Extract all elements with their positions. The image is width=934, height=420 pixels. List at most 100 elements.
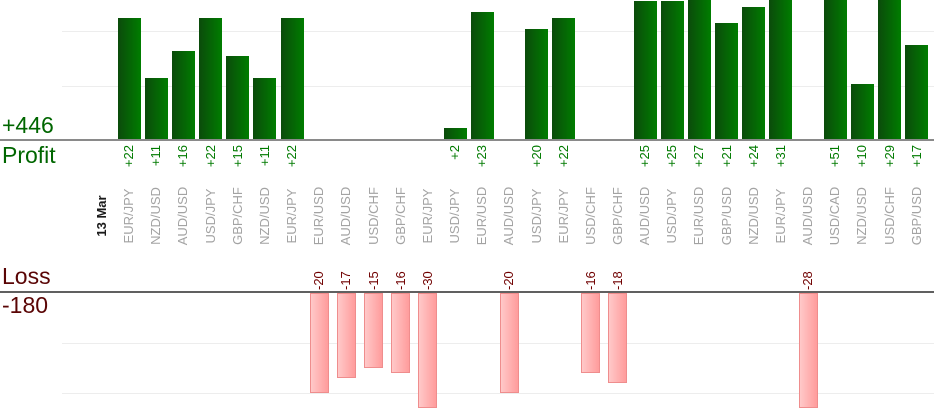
- loss-total: -180: [2, 292, 49, 318]
- loss-bar: [391, 293, 410, 373]
- profit-bar: [253, 78, 276, 139]
- pair-label: EUR/USD: [311, 186, 326, 246]
- loss-bar: [364, 293, 383, 368]
- profit-bar: [281, 18, 304, 139]
- pair-label: GBP/USD: [719, 186, 734, 246]
- pair-label: USD/JPY: [447, 188, 462, 244]
- pair-label: AUD/USD: [175, 186, 190, 246]
- loss-value-label: -16: [583, 271, 598, 290]
- pair-label: GBP/CHF: [393, 187, 408, 245]
- pair-label: AUD/USD: [338, 186, 353, 246]
- profit-value-label: +16: [175, 145, 190, 168]
- profit-baseline: [0, 139, 934, 141]
- date-label: 13 Mar: [94, 195, 109, 237]
- pair-label: GBP/USD: [909, 186, 924, 246]
- profit-bar: [552, 18, 575, 139]
- profit-bar: [742, 7, 765, 139]
- loss-baseline: [0, 291, 934, 293]
- loss-bar: [310, 293, 329, 393]
- profit-value-label: +29: [882, 145, 897, 168]
- loss-bar: [581, 293, 600, 373]
- pair-label: AUD/USD: [800, 186, 815, 246]
- loss-value-label: -17: [338, 271, 353, 290]
- profit-bar: [118, 18, 141, 139]
- profit-value-label: +11: [257, 145, 272, 167]
- loss-bar: [418, 293, 437, 408]
- profit-bar: [688, 0, 711, 139]
- profit-total: +446: [2, 112, 54, 138]
- profit-bar: [172, 51, 195, 139]
- profit-bar: [661, 1, 684, 139]
- profit-bar: [199, 18, 222, 139]
- profit-value-label: +17: [909, 145, 924, 168]
- profit-value-label: +23: [474, 145, 489, 168]
- pair-label: EUR/JPY: [773, 188, 788, 244]
- gridline: [62, 31, 934, 32]
- profit-value-label: +2: [447, 145, 462, 160]
- profit-value-label: +22: [203, 145, 218, 168]
- profit-bar: [444, 128, 467, 139]
- profit-bar: [226, 56, 249, 139]
- loss-value-label: -20: [311, 271, 326, 290]
- profit-bar: [769, 0, 792, 139]
- pair-label: EUR/JPY: [556, 188, 571, 244]
- profit-axis-label: Profit: [2, 142, 56, 168]
- pair-label: AUD/USD: [501, 186, 516, 246]
- loss-value-label: -18: [610, 271, 625, 290]
- loss-value-label: -30: [420, 271, 435, 290]
- profit-value-label: +20: [529, 145, 544, 168]
- profit-bar: [634, 1, 657, 139]
- pair-label: NZD/USD: [746, 187, 761, 245]
- profit-value-label: +25: [637, 145, 652, 168]
- pair-label: USD/CAD: [827, 186, 842, 246]
- loss-bar: [799, 293, 818, 408]
- profit-bar: [905, 45, 928, 139]
- pair-label: AUD/USD: [637, 186, 652, 246]
- loss-value-label: -16: [393, 271, 408, 290]
- gridline: [62, 343, 934, 344]
- pair-label: EUR/JPY: [284, 188, 299, 244]
- profit-value-label: +10: [854, 145, 869, 168]
- profit-bar: [715, 23, 738, 139]
- profit-bar: [525, 29, 548, 139]
- profit-value-label: +22: [556, 145, 571, 168]
- pair-label: USD/JPY: [664, 188, 679, 244]
- profit-value-label: +21: [719, 145, 734, 168]
- gridline: [62, 393, 934, 394]
- pair-label: GBP/CHF: [610, 187, 625, 245]
- pair-label: NZD/USD: [257, 187, 272, 245]
- gridline: [62, 86, 934, 87]
- loss-bar: [608, 293, 627, 383]
- pair-label: EUR/USD: [691, 186, 706, 246]
- profit-value-label: +51: [827, 145, 842, 168]
- pair-label: EUR/USD: [474, 186, 489, 246]
- profit-value-label: +24: [746, 145, 761, 168]
- pair-label: USD/JPY: [529, 188, 544, 244]
- loss-value-label: -28: [800, 271, 815, 290]
- pair-label: EUR/JPY: [121, 188, 136, 244]
- loss-value-label: -15: [366, 271, 381, 290]
- pair-label: GBP/CHF: [230, 187, 245, 245]
- pair-label: USD/CHF: [583, 187, 598, 245]
- loss-axis-label: Loss: [2, 263, 51, 289]
- profit-value-label: +31: [773, 145, 788, 168]
- profit-value-label: +25: [664, 145, 679, 168]
- pair-label: USD/CHF: [882, 187, 897, 245]
- profit-bar: [878, 0, 901, 139]
- loss-bar: [337, 293, 356, 378]
- profit-value-label: +15: [230, 145, 245, 168]
- profit-bar: [145, 78, 168, 139]
- loss-value-label: -20: [501, 271, 516, 290]
- profit-value-label: +22: [284, 145, 299, 168]
- profit-bar: [471, 12, 494, 139]
- pair-label: NZD/USD: [854, 187, 869, 245]
- profit-bar: [851, 84, 874, 139]
- pair-label: EUR/JPY: [420, 188, 435, 244]
- profit-value-label: +22: [121, 145, 136, 168]
- profit-value-label: +11: [148, 145, 163, 167]
- loss-bar: [500, 293, 519, 393]
- pair-label: USD/JPY: [203, 188, 218, 244]
- profit-value-label: +27: [691, 145, 706, 168]
- pair-label: NZD/USD: [148, 187, 163, 245]
